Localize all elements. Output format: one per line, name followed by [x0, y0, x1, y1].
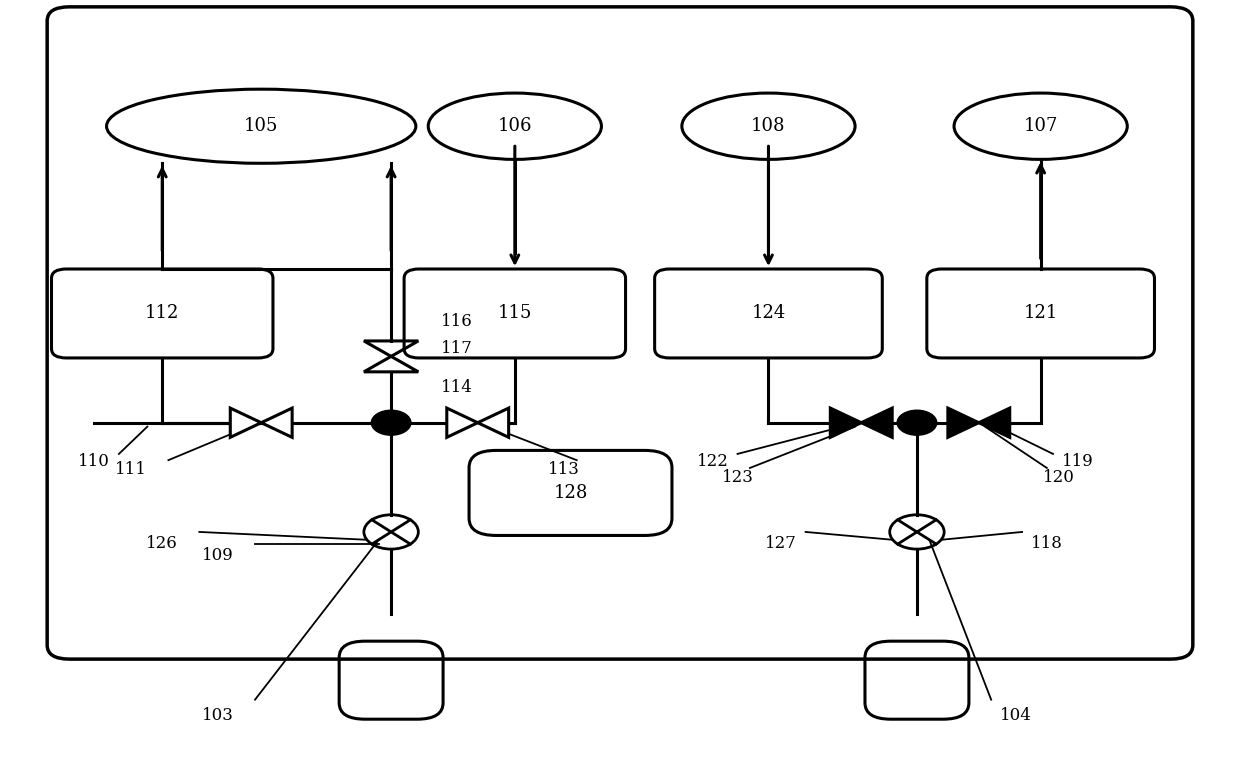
Text: 115: 115: [497, 305, 532, 323]
Text: 116: 116: [440, 312, 472, 330]
Text: 112: 112: [145, 305, 180, 323]
Text: 126: 126: [146, 535, 179, 552]
Polygon shape: [831, 408, 862, 438]
Text: 123: 123: [722, 469, 754, 485]
Circle shape: [371, 410, 410, 435]
Polygon shape: [231, 408, 262, 438]
Text: 108: 108: [751, 117, 786, 135]
Polygon shape: [262, 408, 293, 438]
Polygon shape: [477, 408, 508, 438]
Text: 128: 128: [553, 484, 588, 502]
Text: 105: 105: [244, 117, 279, 135]
Text: 127: 127: [765, 535, 797, 552]
Text: 117: 117: [440, 340, 472, 357]
Circle shape: [897, 410, 936, 435]
Text: 104: 104: [999, 707, 1032, 723]
Polygon shape: [978, 408, 1009, 438]
Text: 110: 110: [78, 453, 110, 471]
Text: 119: 119: [1061, 453, 1094, 471]
Text: 114: 114: [440, 379, 472, 396]
Text: 106: 106: [497, 117, 532, 135]
Text: 124: 124: [751, 305, 786, 323]
Text: 107: 107: [1023, 117, 1058, 135]
Text: 120: 120: [1043, 469, 1075, 485]
Text: 113: 113: [548, 461, 580, 478]
Polygon shape: [862, 408, 893, 438]
Text: 111: 111: [115, 461, 148, 478]
Text: 122: 122: [697, 453, 729, 471]
Text: 121: 121: [1023, 305, 1058, 323]
Polygon shape: [947, 408, 978, 438]
Text: 103: 103: [202, 707, 234, 723]
Text: 109: 109: [202, 547, 234, 564]
Polygon shape: [446, 408, 477, 438]
Text: 118: 118: [1030, 535, 1063, 552]
